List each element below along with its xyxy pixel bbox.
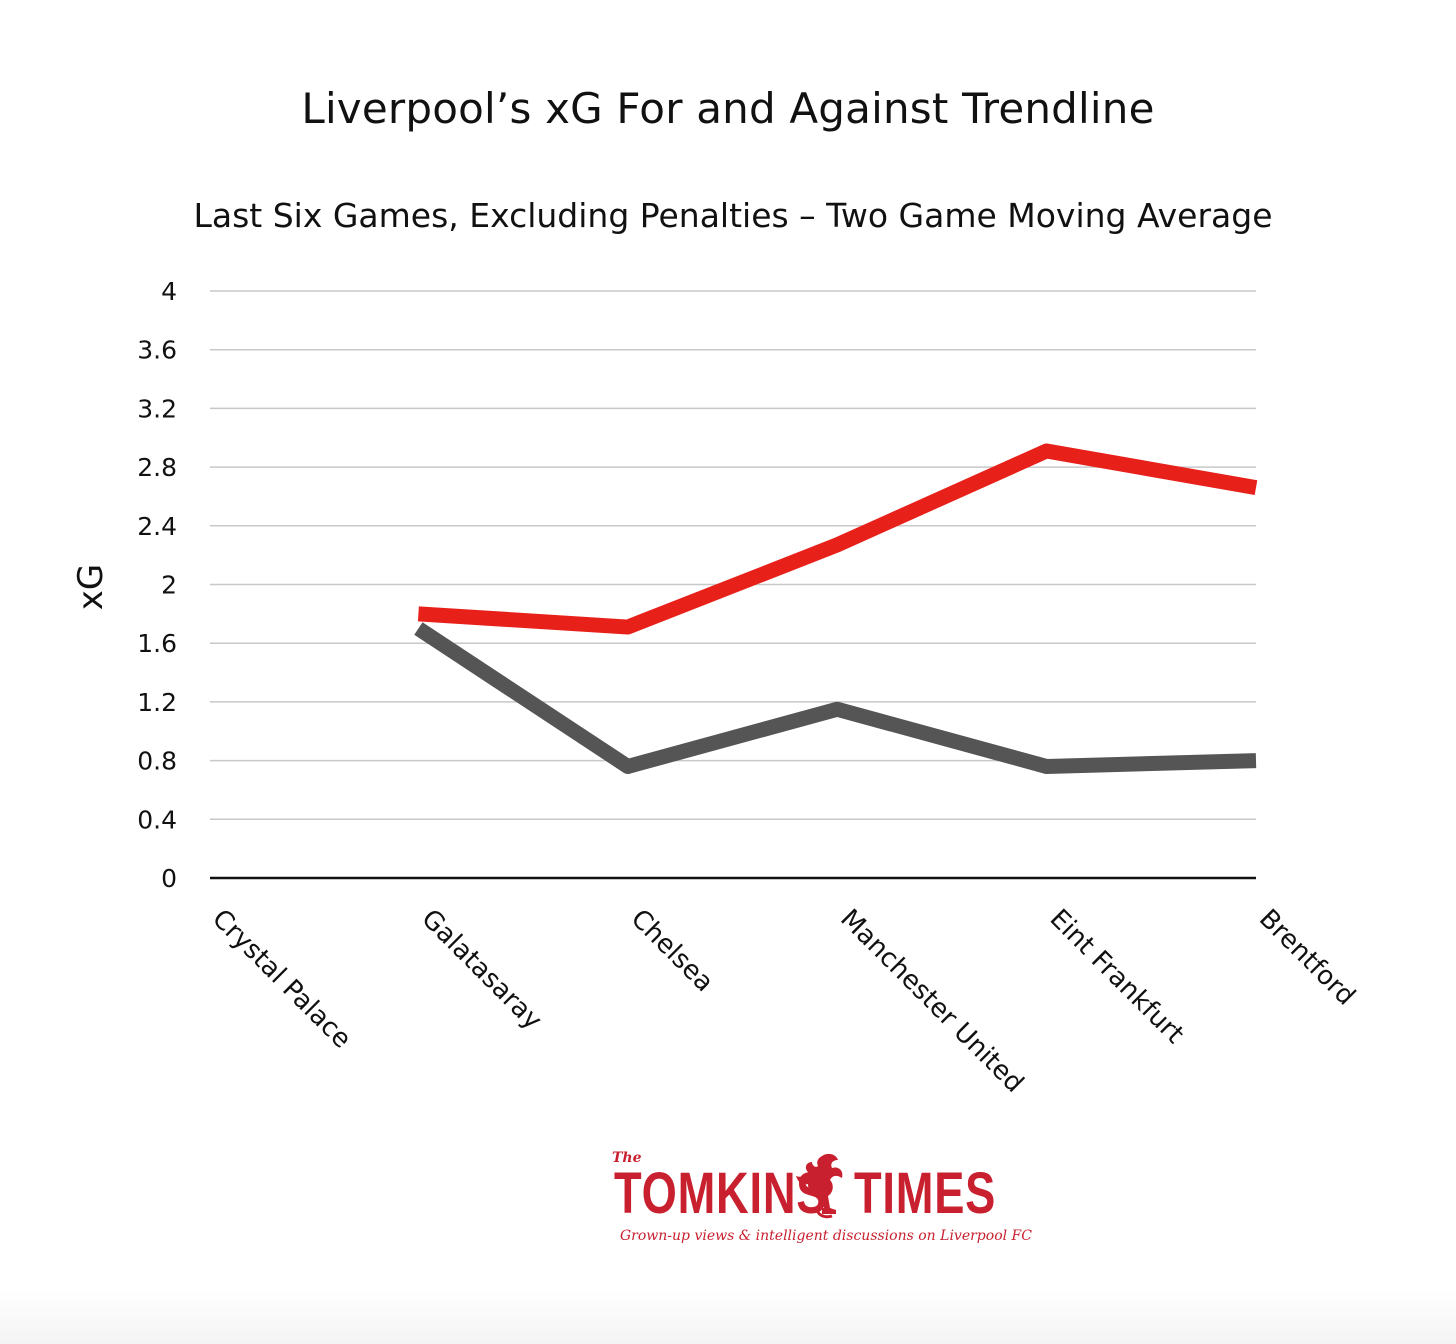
tomkins-times-logo: The TOMKINS TIMES Grown-up views & intel… xyxy=(606,1150,1032,1260)
y-axis-label: xG xyxy=(71,564,111,610)
x-axis-ticks: Crystal Palace Galatasaray Chelsea Manchest… xyxy=(206,904,1361,1099)
y-tick-label: 0.8 xyxy=(137,747,177,776)
y-tick-label: 3.6 xyxy=(137,336,177,365)
y-tick-label: 2.4 xyxy=(137,512,177,541)
chart-subtitle: Last Six Games, Excluding Penalties – Tw… xyxy=(193,196,1273,235)
logo-word-tomkins: TOMKINS xyxy=(614,1161,828,1226)
series-line-for xyxy=(417,443,1258,635)
y-axis-ticks: 0 0.4 0.8 1.2 1.6 2 2.4 2.8 3.2 3.6 4 xyxy=(137,277,177,893)
x-tick-label: Manchester United xyxy=(834,904,1029,1099)
y-tick-label: 2 xyxy=(161,571,177,600)
x-tick-label: Galatasaray xyxy=(415,904,547,1036)
y-tick-label: 4 xyxy=(161,277,177,306)
series-line-against xyxy=(414,622,1257,774)
x-tick-label: Chelsea xyxy=(625,904,719,998)
x-tick-label: Crystal Palace xyxy=(206,904,357,1055)
y-tick-label: 1.2 xyxy=(137,688,177,717)
logo-tagline: Grown-up views & intelligent discussions… xyxy=(620,1228,1032,1244)
liverbird-icon xyxy=(796,1153,843,1219)
logo-the: The xyxy=(612,1150,642,1166)
y-tick-label: 3.2 xyxy=(137,394,177,423)
gridlines xyxy=(210,290,1256,821)
y-tick-label: 1.6 xyxy=(137,629,177,658)
series-lines xyxy=(414,443,1258,774)
y-tick-label: 0 xyxy=(161,864,177,893)
y-tick-label: 2.8 xyxy=(137,453,177,482)
x-tick-label: Brentford xyxy=(1253,904,1361,1012)
x-tick-label: Eint Frankfurt xyxy=(1044,904,1190,1050)
logo-word-times: TIMES xyxy=(854,1161,997,1226)
y-tick-label: 0.4 xyxy=(137,805,177,834)
chart-title: Liverpool’s xG For and Against Trendline xyxy=(301,84,1155,133)
